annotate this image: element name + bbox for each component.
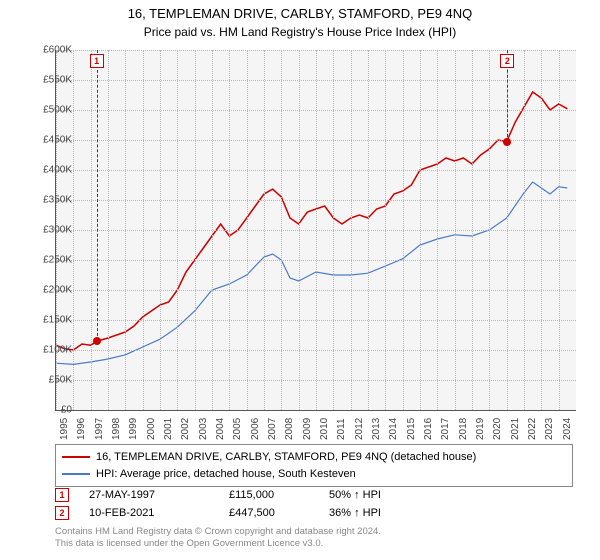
- legend-item: 16, TEMPLEMAN DRIVE, CARLBY, STAMFORD, P…: [62, 449, 566, 466]
- x-tick-label: 2017: [440, 418, 451, 440]
- x-tick-label: 2010: [319, 418, 330, 440]
- x-tick-label: 2019: [475, 418, 486, 440]
- x-tick-label: 2015: [406, 418, 417, 440]
- x-tick-label: 2011: [336, 418, 347, 440]
- transaction-row: 2 10-FEB-2021£447,50036% ↑ HPI: [55, 504, 429, 522]
- x-tick-label: 2022: [527, 418, 538, 440]
- y-tick-label: £50K: [12, 375, 72, 386]
- x-tick-label: 1996: [76, 418, 87, 440]
- x-tick-label: 2016: [423, 418, 434, 440]
- marker-label: 1: [90, 54, 104, 68]
- y-tick-label: £100K: [12, 345, 72, 356]
- y-tick-label: £550K: [12, 75, 72, 86]
- y-tick-label: £450K: [12, 135, 72, 146]
- legend-item: HPI: Average price, detached house, Sout…: [62, 466, 566, 483]
- page-title: 16, TEMPLEMAN DRIVE, CARLBY, STAMFORD, P…: [0, 0, 600, 21]
- y-tick-label: £150K: [12, 315, 72, 326]
- chart-container: 16, TEMPLEMAN DRIVE, CARLBY, STAMFORD, P…: [0, 0, 600, 560]
- transaction-price: £115,000: [229, 489, 329, 501]
- transaction-marker: 2: [55, 506, 69, 520]
- x-tick-label: 2005: [232, 418, 243, 440]
- transaction-date: 10-FEB-2021: [89, 507, 229, 519]
- page-subtitle: Price paid vs. HM Land Registry's House …: [0, 21, 600, 43]
- transaction-row: 1 27-MAY-1997£115,00050% ↑ HPI: [55, 486, 429, 504]
- x-tick-label: 2023: [544, 418, 555, 440]
- x-tick-label: 1995: [59, 418, 70, 440]
- transaction-date: 27-MAY-1997: [89, 489, 229, 501]
- x-tick-label: 2001: [163, 418, 174, 440]
- x-tick-label: 2014: [388, 418, 399, 440]
- x-tick-label: 2007: [267, 418, 278, 440]
- transaction-pct: 50% ↑ HPI: [329, 489, 429, 501]
- footer-line-2: This data is licensed under the Open Gov…: [55, 538, 381, 550]
- x-tick-label: 2003: [198, 418, 209, 440]
- x-tick-label: 2018: [458, 418, 469, 440]
- y-tick-label: £500K: [12, 105, 72, 116]
- x-tick-label: 1999: [128, 418, 139, 440]
- y-tick-label: £400K: [12, 165, 72, 176]
- x-tick-label: 2021: [510, 418, 521, 440]
- legend-box: 16, TEMPLEMAN DRIVE, CARLBY, STAMFORD, P…: [55, 444, 573, 487]
- x-tick-label: 2009: [302, 418, 313, 440]
- transaction-marker: 1: [55, 488, 69, 502]
- legend-label: 16, TEMPLEMAN DRIVE, CARLBY, STAMFORD, P…: [96, 451, 476, 463]
- transaction-rows: 1 27-MAY-1997£115,00050% ↑ HPI 2 10-FEB-202…: [55, 486, 429, 522]
- chart-plot-area: [55, 50, 576, 411]
- x-tick-label: 2020: [492, 418, 503, 440]
- legend-label: HPI: Average price, detached house, Sout…: [96, 468, 356, 480]
- legend-swatch: [62, 473, 90, 475]
- transaction-pct: 36% ↑ HPI: [329, 507, 429, 519]
- marker-dot: [503, 138, 511, 146]
- y-tick-label: £600K: [12, 45, 72, 56]
- x-tick-label: 2013: [371, 418, 382, 440]
- x-tick-label: 2008: [284, 418, 295, 440]
- y-tick-label: £300K: [12, 225, 72, 236]
- y-tick-label: £250K: [12, 255, 72, 266]
- x-tick-label: 2006: [250, 418, 261, 440]
- transaction-price: £447,500: [229, 507, 329, 519]
- x-tick-label: 1998: [111, 418, 122, 440]
- footer-line-1: Contains HM Land Registry data © Crown c…: [55, 526, 381, 538]
- x-tick-label: 2024: [562, 418, 573, 440]
- x-tick-label: 1997: [94, 418, 105, 440]
- y-tick-label: £0: [12, 405, 72, 416]
- marker-dot: [93, 337, 101, 345]
- x-tick-label: 2002: [180, 418, 191, 440]
- legend-swatch: [62, 456, 90, 458]
- x-tick-label: 2004: [215, 418, 226, 440]
- x-tick-label: 2012: [354, 418, 365, 440]
- y-tick-label: £200K: [12, 285, 72, 296]
- footer-attribution: Contains HM Land Registry data © Crown c…: [55, 526, 381, 551]
- y-tick-label: £350K: [12, 195, 72, 206]
- x-tick-label: 2000: [146, 418, 157, 440]
- marker-label: 2: [500, 54, 514, 68]
